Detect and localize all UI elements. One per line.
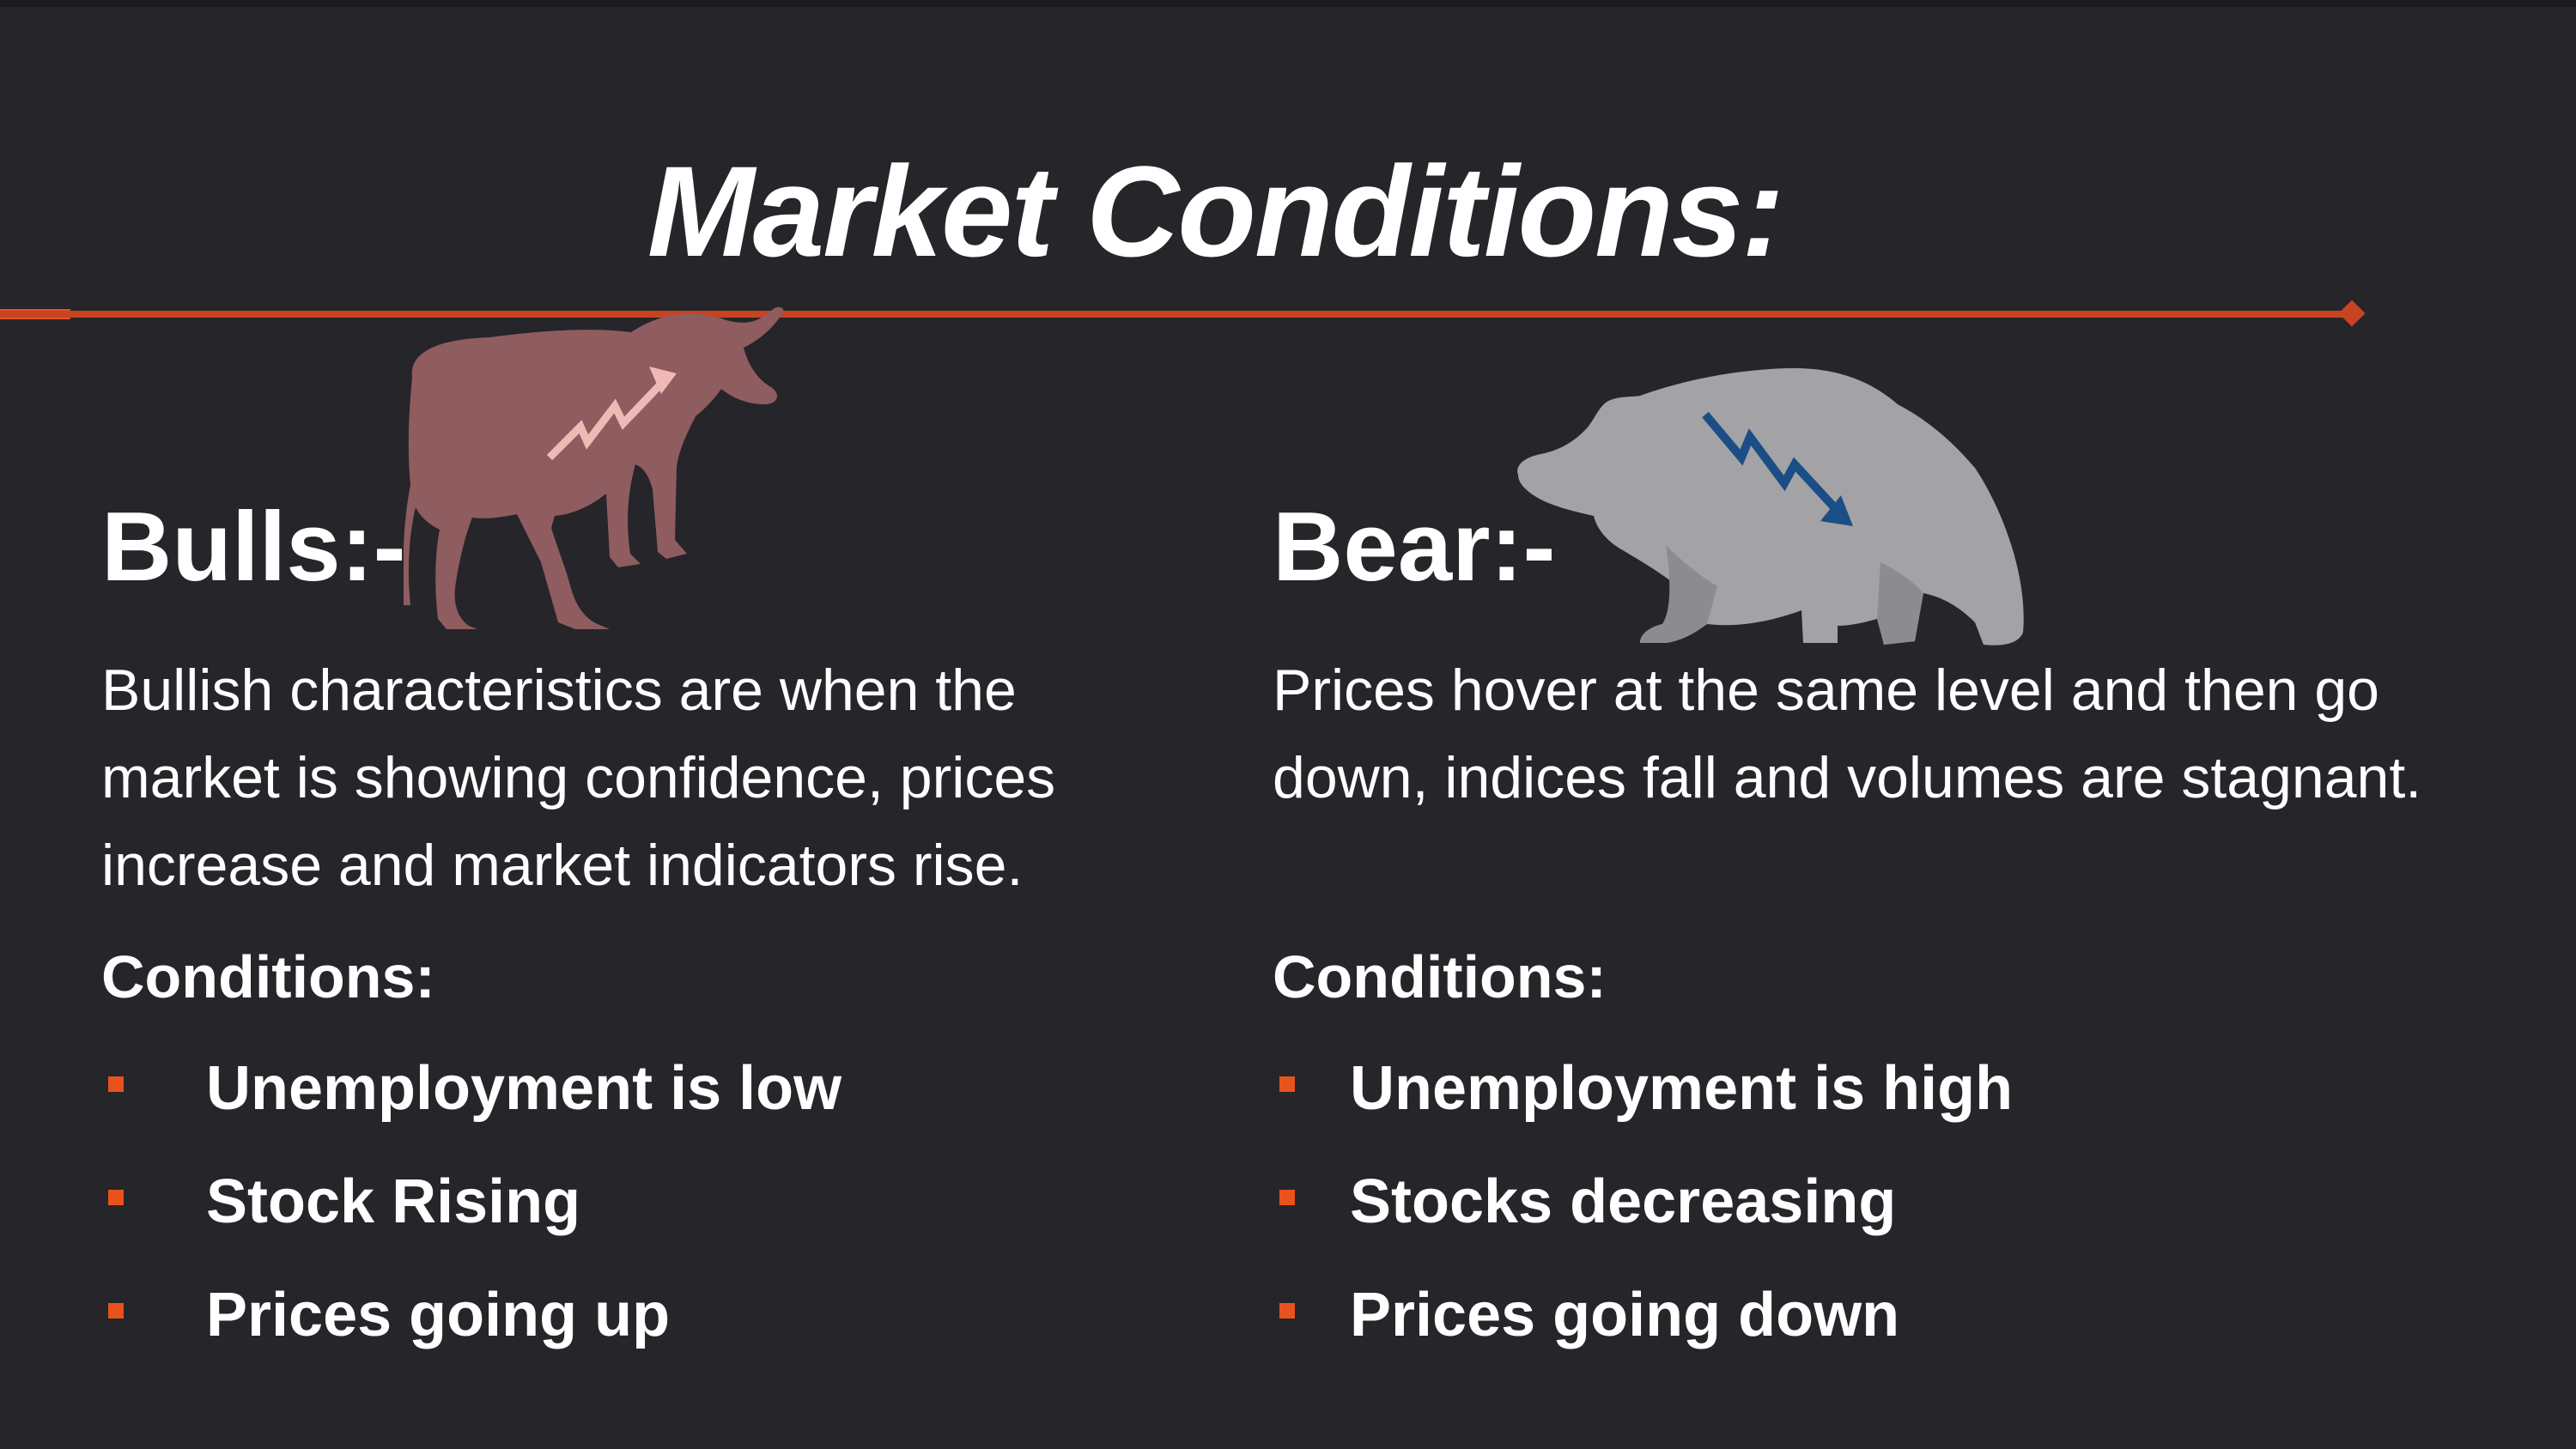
condition-text: Unemployment is high [1350, 1054, 2014, 1123]
bear-heading: Bear:- [1273, 493, 1556, 602]
bear-description: Prices hover at the same level and then … [1273, 658, 2422, 810]
square-bullet-icon [1279, 1303, 1295, 1319]
bull-icon [404, 306, 784, 629]
condition-text: Prices going down [1350, 1281, 1900, 1349]
square-bullet-icon [1279, 1190, 1295, 1205]
title-rule-end-diamond [2338, 300, 2366, 327]
square-bullet-icon [108, 1190, 124, 1205]
top-edge [0, 0, 2576, 7]
bulls-description: Bullish characteristics are when the mar… [101, 658, 1056, 898]
square-bullet-icon [108, 1076, 124, 1092]
square-bullet-icon [1279, 1076, 1295, 1092]
title-rule [0, 311, 2354, 318]
bear-icon [1517, 367, 2024, 646]
condition-text: Stock Rising [206, 1167, 581, 1236]
bear-conditions-title: Conditions: [1273, 943, 1607, 1010]
square-bullet-icon [108, 1303, 124, 1319]
bulls-conditions-title: Conditions: [101, 943, 435, 1010]
slide-title: Market Conditions: [647, 139, 1784, 283]
condition-text: Stocks decreasing [1350, 1167, 1897, 1236]
condition-text: Prices going up [206, 1281, 671, 1349]
bulls-heading: Bulls:- [101, 493, 406, 602]
condition-text: Unemployment is low [206, 1054, 842, 1123]
